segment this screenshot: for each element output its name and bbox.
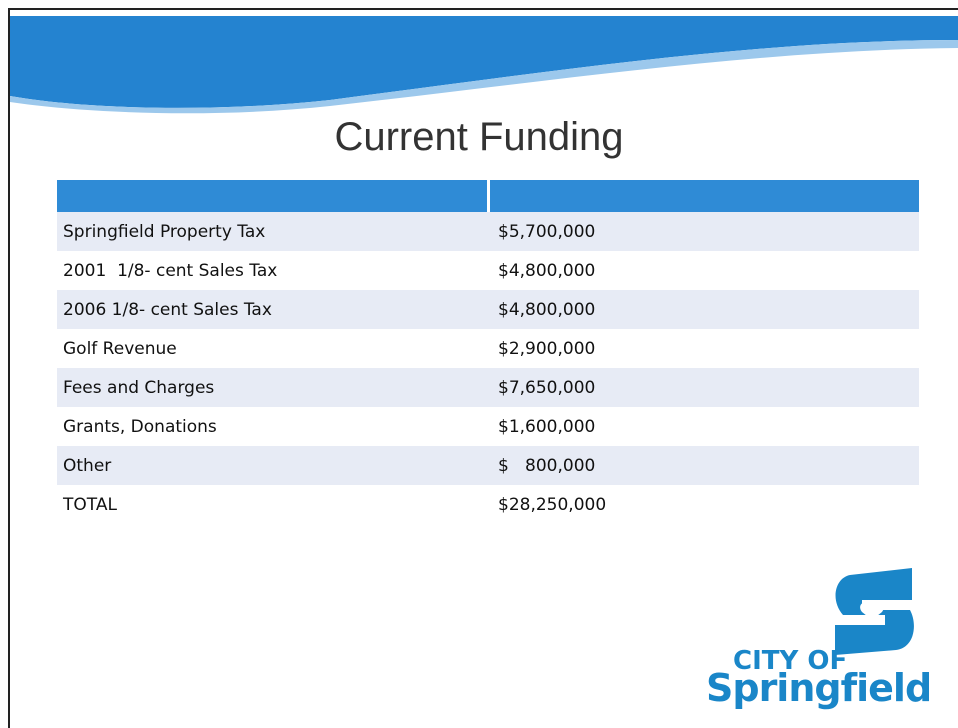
source-cell: 2001 1/8- cent Sales Tax: [63, 260, 278, 281]
amount-cell: $2,900,000: [498, 338, 596, 359]
source-cell: 2006 1/8- cent Sales Tax: [63, 299, 272, 320]
amount-cell: $4,800,000: [498, 260, 596, 281]
logo-mark: [835, 568, 914, 655]
amount-cell: $7,650,000: [498, 377, 596, 398]
source-cell: Springfield Property Tax: [63, 221, 266, 242]
table-header: [57, 180, 919, 212]
source-cell: Golf Revenue: [63, 338, 177, 359]
table-row: 2006 1/8- cent Sales Tax $4,800,000: [57, 290, 919, 329]
source-cell: Fees and Charges: [63, 377, 215, 398]
header-gap: [487, 180, 490, 212]
source-cell: Other: [63, 455, 112, 476]
wave-light: [10, 40, 958, 114]
table-body: Springfield Property Tax $5,700,000 2001 1…: [57, 212, 919, 524]
header-cell: [57, 180, 487, 212]
logo-text: Springfield: [706, 666, 932, 710]
table-row: 2001 1/8- cent Sales Tax $4,800,000: [57, 251, 919, 290]
table-row: TOTAL $28,250,000: [57, 485, 919, 524]
amount-cell: $ 800,000: [498, 455, 596, 476]
source-cell: Grants, Donations: [63, 416, 217, 437]
amount-cell: $28,250,000: [498, 494, 607, 515]
table-row: Fees and Charges $7,650,000: [57, 368, 919, 407]
logo-text: CITY OF: [733, 646, 848, 676]
table-row: Golf Revenue $2,900,000: [57, 329, 919, 368]
table: Springfield Property Tax $5,700,000 2001 1…: [57, 180, 919, 524]
table-row: Springfield Property Tax $5,700,000: [57, 212, 919, 251]
title: Current Funding: [334, 115, 624, 159]
amount-cell: $5,700,000: [498, 221, 596, 242]
table-row: Grants, Donations $1,600,000: [57, 407, 919, 446]
source-cell: TOTAL: [63, 494, 117, 515]
wave: [10, 16, 958, 108]
header-cell: [490, 180, 919, 212]
amount-cell: $4,800,000: [498, 299, 596, 320]
table-row: Other $ 800,000: [57, 446, 919, 485]
amount-cell: $1,600,000: [498, 416, 596, 437]
